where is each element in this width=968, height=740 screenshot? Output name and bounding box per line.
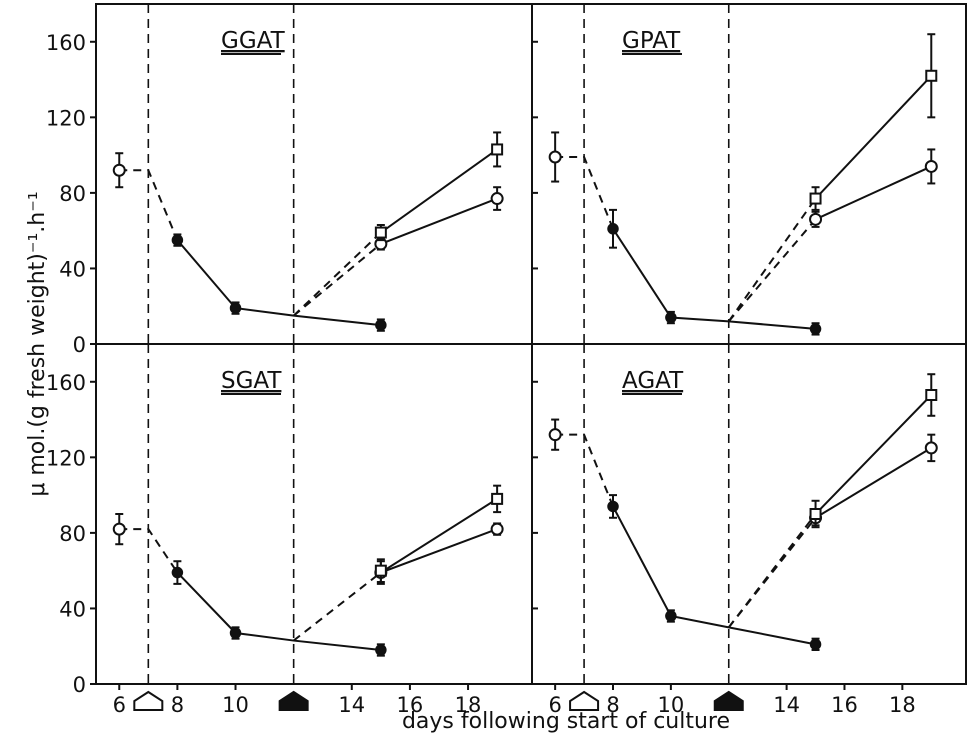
open-square-point — [925, 389, 938, 401]
x-tick-label: 8 — [171, 693, 184, 717]
panel-label: GPAT — [622, 28, 681, 54]
dashed-connector-line — [119, 169, 179, 241]
filled-circle-point — [607, 500, 619, 513]
solid-connector-line — [380, 148, 498, 234]
solid-connector-line — [612, 228, 816, 330]
panel-sgat: 0 40 80 120 160 6 8 10 14 16 18 SGAT — [46, 344, 504, 717]
solid-connector-line — [380, 197, 498, 245]
x-tick-label: 18 — [889, 693, 916, 717]
x-axis-label: days following start of culture — [402, 709, 730, 734]
filled-circle-point — [665, 610, 677, 622]
filled-circle-point — [375, 319, 387, 331]
open-square-point — [491, 492, 504, 505]
panel-gpat: GPAT — [532, 4, 938, 345]
filled-circle-point — [229, 302, 242, 314]
x-tick-label: 16 — [397, 693, 424, 717]
solid-connector-line — [380, 498, 498, 574]
y-tick-label: 120 — [46, 106, 86, 130]
open-circle-point — [112, 163, 126, 177]
dashed-connector-line — [293, 571, 382, 642]
open-circle-point — [924, 159, 938, 173]
solid-connector-line — [815, 165, 932, 221]
panel-ggat: 0 40 80 120 160 GGAT — [46, 4, 504, 357]
solid-connector-line — [176, 571, 381, 651]
open-circle-point — [548, 150, 562, 164]
open-square-point — [374, 564, 387, 577]
x-tick-label: 6 — [113, 693, 126, 717]
x-tick-label: 6 — [548, 693, 561, 717]
x-tick-label: 14 — [338, 693, 365, 717]
open-square-point — [374, 226, 387, 239]
filled-circle-point — [665, 311, 677, 324]
solid-connector-line — [814, 394, 932, 515]
panel-label: GGAT — [221, 28, 286, 54]
open-circle-point — [809, 212, 823, 226]
y-tick-label: 40 — [59, 597, 86, 621]
filled-arrow-icon — [278, 690, 309, 711]
dashed-connector-line — [727, 218, 817, 322]
solid-connector-line — [380, 528, 498, 574]
x-tick-label: 8 — [606, 693, 619, 717]
x-tick-label: 14 — [773, 693, 800, 717]
filled-circle-point — [375, 644, 387, 656]
dashed-connector-line — [119, 528, 179, 574]
open-circle-point — [490, 192, 504, 206]
panel-label: SGAT — [221, 368, 282, 394]
y-tick-label: 0 — [73, 673, 86, 697]
y-tick-label: 160 — [46, 31, 86, 55]
panel-agat: 6 8 10 14 16 18 AGAT — [532, 344, 938, 717]
open-square-point — [809, 508, 822, 520]
open-circle-point — [112, 522, 126, 536]
filled-circle-point — [229, 627, 242, 639]
y-tick-label: 80 — [59, 182, 86, 206]
dashed-connector-line — [292, 231, 382, 317]
solid-connector-line — [176, 239, 381, 327]
y-tick-label: 160 — [46, 371, 86, 395]
filled-circle-point — [171, 566, 184, 579]
x-tick-label: 10 — [222, 693, 249, 717]
open-arrow-icon — [133, 690, 164, 711]
filled-circle-point — [607, 223, 619, 235]
dashed-connector-line — [555, 156, 614, 230]
open-circle-point — [548, 428, 562, 442]
solid-connector-line — [814, 75, 933, 200]
filled-arrow-icon — [713, 690, 744, 711]
open-circle-point — [490, 522, 504, 536]
y-axis-label: μ mol.(g fresh weight)⁻¹.h⁻¹ — [25, 191, 50, 496]
x-tick-label: 10 — [658, 693, 685, 717]
dashed-connector-line — [727, 517, 817, 628]
open-square-point — [491, 143, 504, 156]
dashed-connector-line — [555, 433, 614, 507]
panel-label: AGAT — [622, 368, 684, 394]
x-tick-label: 18 — [455, 693, 482, 717]
dashed-connector-line — [727, 513, 817, 628]
solid-connector-line — [815, 447, 932, 519]
solid-connector-line — [612, 505, 816, 646]
y-tick-label: 80 — [59, 522, 86, 546]
y-tick-label: 120 — [46, 446, 86, 470]
dashed-connector-line — [727, 197, 817, 322]
dashed-connector-line — [293, 243, 382, 317]
x-tick-label: 16 — [831, 693, 858, 717]
open-square-point — [925, 69, 938, 82]
filled-circle-point — [809, 638, 822, 651]
filled-circle-point — [171, 234, 184, 246]
open-square-point — [809, 192, 822, 205]
open-arrow-icon — [569, 690, 600, 711]
filled-circle-point — [809, 323, 822, 335]
open-circle-point — [924, 441, 938, 455]
y-tick-label: 0 — [73, 333, 86, 357]
y-tick-label: 40 — [59, 257, 86, 281]
